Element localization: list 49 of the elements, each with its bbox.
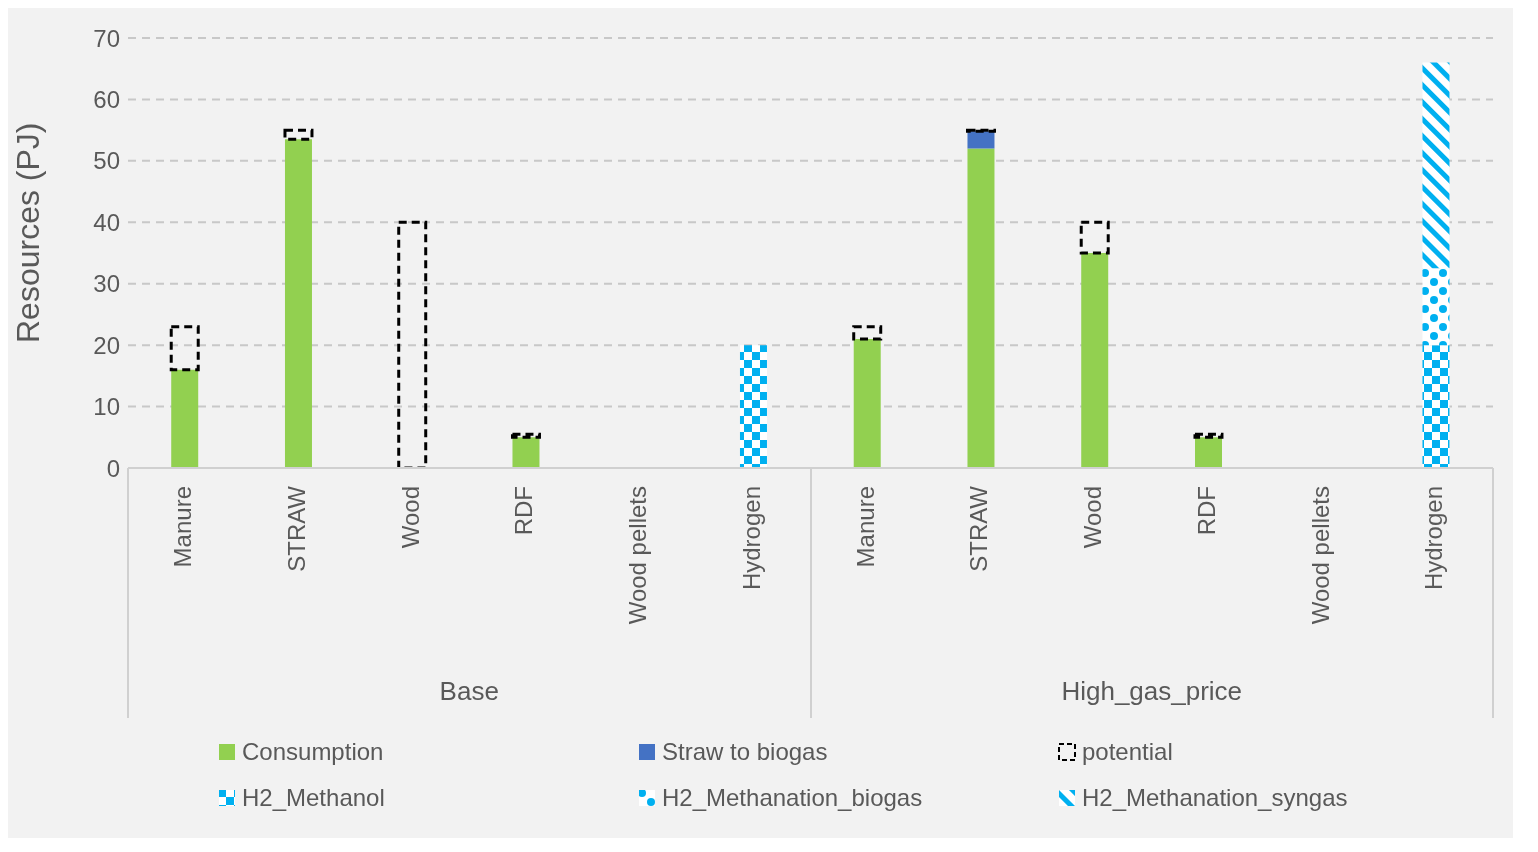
x-tick-label: STRAW xyxy=(282,485,310,572)
y-tick-label: 20 xyxy=(93,331,120,359)
y-tick-label: 30 xyxy=(93,270,120,298)
legend-label: H2_Methanation_syngas xyxy=(1082,784,1348,812)
x-tick-label: Hydrogen xyxy=(1420,486,1448,591)
x-tick-label: Hydrogen xyxy=(737,486,765,591)
bar xyxy=(284,139,312,468)
y-tick-label: 70 xyxy=(93,24,120,52)
legend-label: H2_Methanation_biogas xyxy=(662,784,923,812)
bar xyxy=(967,131,995,149)
y-tick-label: 0 xyxy=(106,454,120,482)
bar xyxy=(739,345,767,468)
bar xyxy=(1193,432,1224,439)
x-tick-label: Wood xyxy=(1079,486,1107,549)
y-tick-label: 60 xyxy=(93,85,120,113)
x-tick-label: Wood pellets xyxy=(1306,486,1334,625)
legend-label: Straw to biogas xyxy=(662,738,828,766)
bar xyxy=(853,339,881,468)
bar xyxy=(283,128,314,141)
bar xyxy=(1422,345,1450,468)
legend-label: potential xyxy=(1082,738,1173,766)
legend-label: H2_Methanol xyxy=(242,784,385,812)
bar xyxy=(397,220,428,468)
x-tick-label: Wood pellets xyxy=(624,486,652,625)
bar xyxy=(512,437,540,468)
bar xyxy=(852,325,883,341)
x-tick-label: RDF xyxy=(1192,486,1220,536)
y-tick-label: 10 xyxy=(93,393,120,421)
x-tick-label: STRAW xyxy=(965,485,993,572)
x-tick-label: Wood xyxy=(396,486,424,549)
bar xyxy=(967,148,995,468)
x-tick-label: Manure xyxy=(169,486,197,568)
bar xyxy=(1422,62,1450,269)
bar xyxy=(510,432,541,439)
text: High_gas_price xyxy=(1060,676,1244,707)
bar xyxy=(1194,437,1222,468)
bar xyxy=(1081,253,1109,468)
bar xyxy=(965,128,996,133)
text: Base xyxy=(438,676,500,707)
y-axis-title: Resources (PJ) xyxy=(10,122,47,343)
x-tick-label: RDF xyxy=(510,486,538,536)
bar xyxy=(1079,220,1110,255)
bar xyxy=(1422,268,1450,346)
y-tick-label: 40 xyxy=(93,208,120,236)
bar xyxy=(169,325,200,372)
y-tick-label: 50 xyxy=(93,147,120,175)
x-tick-label: Manure xyxy=(851,486,879,568)
bar xyxy=(171,369,199,468)
legend-label: Consumption xyxy=(242,738,384,766)
